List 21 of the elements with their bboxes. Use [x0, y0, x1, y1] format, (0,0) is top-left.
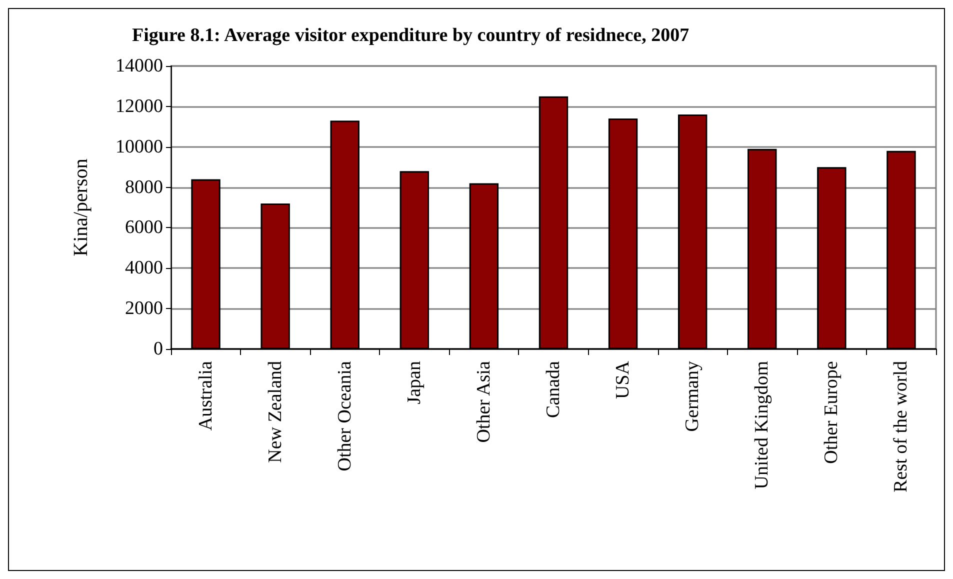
x-tick-label: Other Europe	[821, 361, 842, 464]
x-tick-label: USA	[612, 360, 634, 400]
y-tick-label: 10000	[116, 136, 163, 158]
x-tick-label: Canada	[543, 360, 564, 418]
y-tick-label: 8000	[125, 176, 163, 198]
chart-title: Figure 8.1: Average visitor expenditure by country of residnece, 2007	[132, 25, 690, 46]
y-tick-label: 14000	[116, 56, 163, 76]
x-tick-label: New Zealand	[264, 360, 286, 463]
y-tick-label: 12000	[116, 96, 163, 117]
x-tick-label: Japan	[404, 360, 425, 404]
x-tick-label: Australia	[195, 360, 216, 431]
x-tick-label: United Kingdom	[752, 360, 773, 490]
x-tick-label: Other Oceania	[334, 360, 356, 472]
x-tick-label: Rest of the world	[890, 360, 912, 492]
y-tick-label: 0	[154, 338, 163, 360]
x-tick-label: Other Asia	[473, 360, 494, 443]
y-axis-title: Kina/person	[70, 158, 92, 256]
y-tick-label: 4000	[125, 258, 163, 279]
x-tick-label: Germany	[682, 360, 704, 432]
y-tick-label: 6000	[125, 217, 163, 238]
y-tick-label: 2000	[125, 298, 163, 320]
